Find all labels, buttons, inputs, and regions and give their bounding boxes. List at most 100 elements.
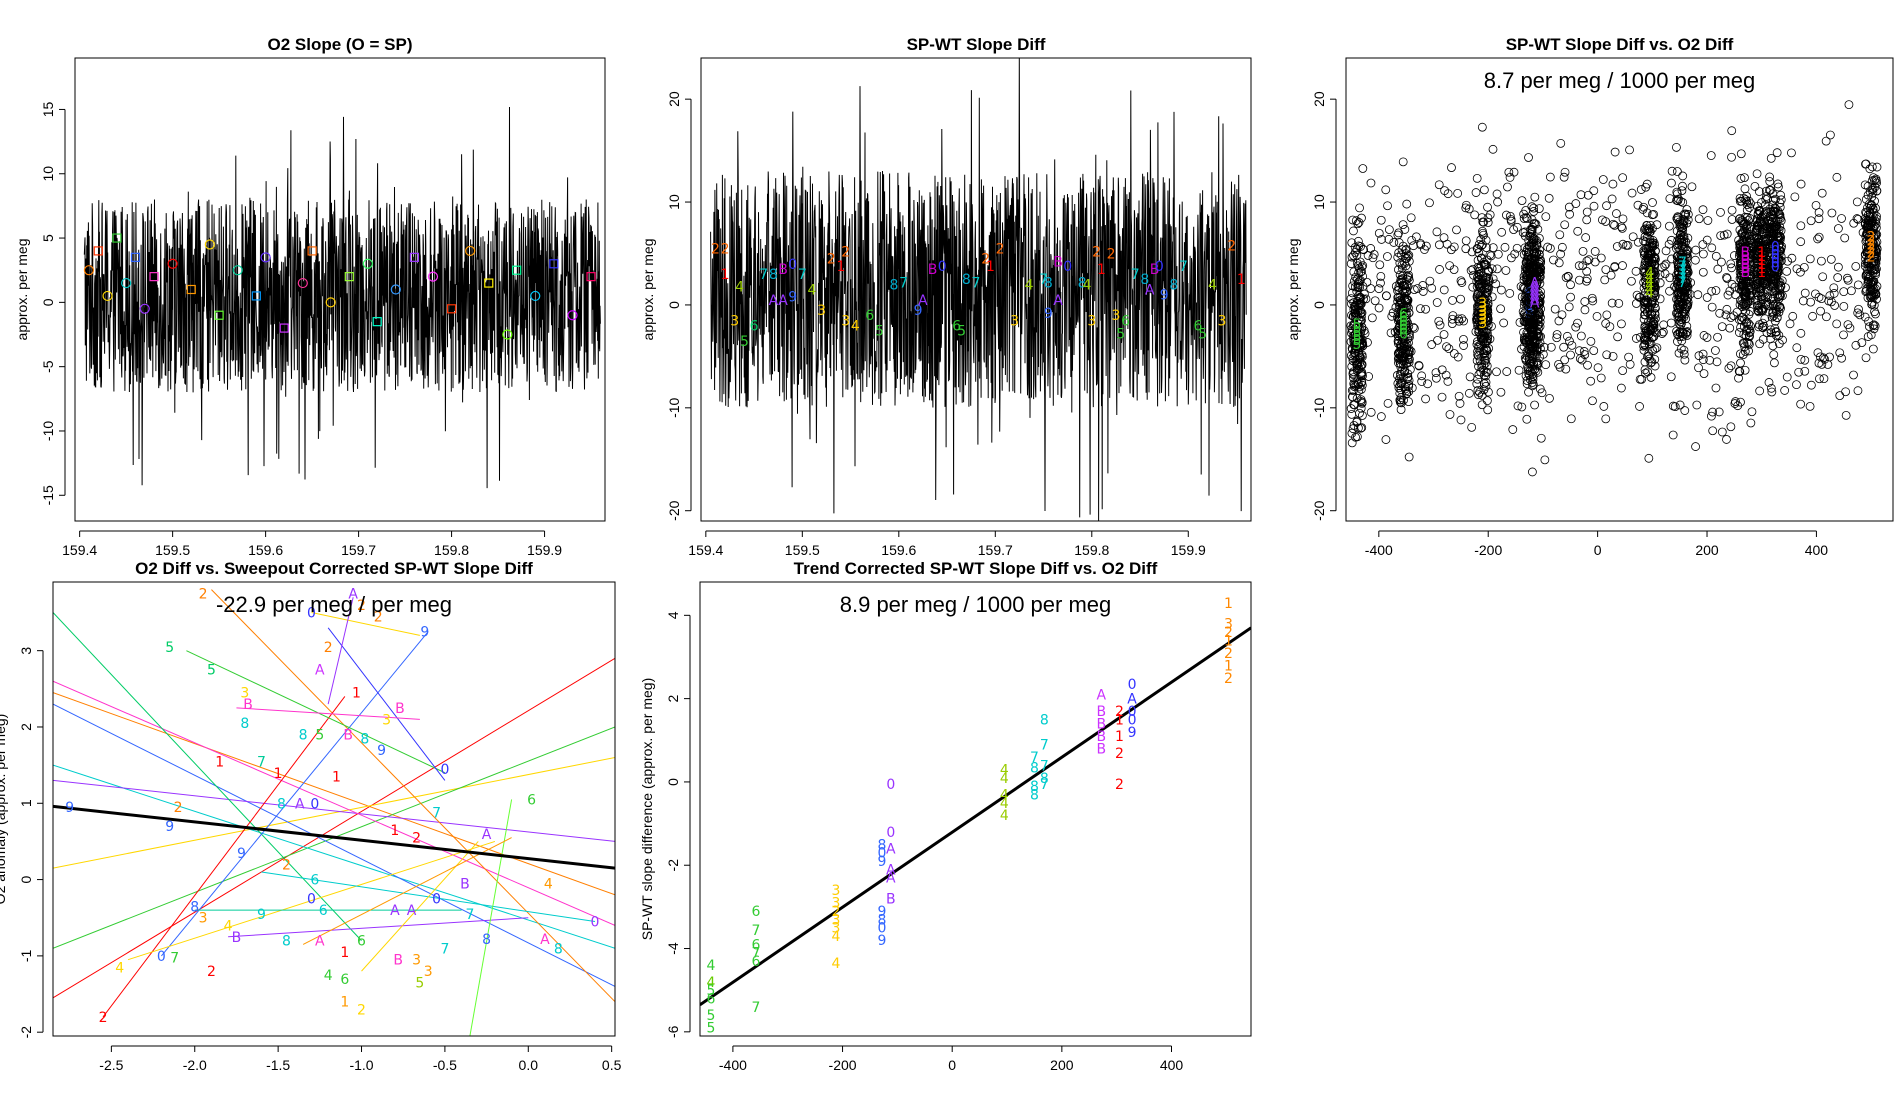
point-label: B — [460, 876, 470, 892]
scatter-point — [1561, 273, 1571, 282]
scatter-point — [1421, 241, 1431, 251]
cluster-point — [1871, 290, 1881, 299]
point-label: 5 — [207, 663, 216, 679]
y-tick-label: -10 — [1311, 397, 1327, 417]
scatter-point — [1833, 273, 1843, 282]
point-label: 0 — [1128, 704, 1137, 720]
cluster-point — [1528, 222, 1538, 232]
scatter-point — [1794, 367, 1804, 377]
cluster-point — [1674, 348, 1684, 358]
point-label: 5 — [1116, 327, 1125, 343]
scatter-point — [1675, 400, 1685, 410]
scatter-point — [1698, 267, 1708, 277]
cluster-point — [1347, 288, 1357, 298]
cluster-point — [1481, 368, 1491, 377]
cluster-point — [1679, 243, 1689, 252]
scatter-point — [1798, 296, 1808, 306]
scatter-point — [1667, 178, 1676, 188]
cluster-point — [1872, 178, 1881, 188]
scatter-point — [1582, 207, 1592, 217]
cluster-point — [1348, 215, 1358, 225]
cluster-point — [1769, 225, 1779, 235]
point-label: 9 — [878, 854, 887, 870]
scatter-point — [1814, 232, 1824, 242]
scatter-point — [1599, 402, 1609, 411]
cluster-point — [1644, 226, 1653, 236]
scatter-point — [1560, 220, 1570, 230]
cluster-label: B — [1741, 261, 1751, 277]
cluster-point — [1639, 291, 1649, 301]
scatter-point — [1631, 266, 1641, 276]
cluster-point — [1354, 218, 1364, 227]
cluster-label: 5 — [1352, 321, 1361, 337]
point-label: 9 — [165, 819, 174, 835]
cluster-point — [1529, 203, 1539, 213]
point-label: 8 — [878, 837, 887, 853]
cluster-point — [1396, 395, 1405, 405]
point-label: B — [1150, 262, 1160, 278]
scatter-point — [1554, 316, 1564, 326]
point-label: 3 — [832, 912, 841, 928]
scatter-point — [1708, 407, 1718, 417]
scatter-point — [1711, 251, 1721, 261]
cluster-point — [1683, 327, 1692, 336]
marker-circle — [167, 258, 178, 269]
cluster-point — [1863, 332, 1873, 341]
cluster-point — [1640, 258, 1650, 268]
point-label: 2 — [1224, 625, 1233, 641]
scatter-point — [1442, 342, 1451, 352]
point-label: 6 — [527, 792, 536, 808]
cluster-point — [1398, 220, 1408, 230]
y-tick-label: -15 — [40, 485, 56, 505]
point-label: 4 — [707, 958, 716, 974]
cluster-point — [1534, 204, 1544, 214]
point-label: 7 — [798, 267, 807, 283]
cluster-point — [1861, 287, 1871, 297]
cluster-point — [1676, 320, 1686, 330]
cluster-label: 7 — [1678, 275, 1687, 291]
cluster-point — [1744, 284, 1754, 294]
scatter-point — [1439, 330, 1449, 339]
point-label: 1 — [274, 766, 283, 782]
scatter-point — [1618, 239, 1628, 249]
scatter-point — [1817, 188, 1827, 198]
point-label: 3 — [1224, 617, 1233, 633]
point-label: 7 — [1030, 750, 1039, 766]
point-label: 8 — [890, 277, 899, 293]
scatter-point — [1600, 275, 1610, 285]
point-label: 8 — [299, 728, 308, 744]
scatter-point — [1792, 264, 1802, 274]
scatter-point — [1483, 218, 1493, 227]
cluster-point — [1399, 395, 1408, 405]
fit-line — [700, 626, 1251, 1006]
scatter-point — [1632, 290, 1642, 300]
cluster-point — [1673, 287, 1683, 297]
scatter-point — [1796, 237, 1806, 247]
trend-segment — [53, 757, 615, 869]
y-tick-label: -4 — [665, 942, 681, 955]
scatter-point — [1783, 256, 1793, 266]
scatter-point — [1355, 203, 1364, 213]
y-tick-label: -20 — [1311, 500, 1327, 520]
cluster-point — [1477, 241, 1486, 251]
cluster-point — [1867, 228, 1877, 237]
cluster-point — [1473, 337, 1482, 346]
scatter-point — [1543, 242, 1553, 252]
scatter-point — [1648, 198, 1657, 207]
scatter-point — [1472, 173, 1482, 183]
scatter-point — [1427, 340, 1437, 349]
cluster-point — [1869, 173, 1878, 183]
cluster-point — [1869, 276, 1879, 286]
scatter-point — [1505, 211, 1515, 221]
cluster-point — [1754, 306, 1763, 316]
cluster-point — [1768, 259, 1778, 269]
scatter-point — [1491, 279, 1501, 289]
cluster-point — [1536, 267, 1545, 277]
cluster-point — [1768, 307, 1778, 317]
cluster-point — [1519, 327, 1528, 337]
scatter-point — [1421, 394, 1430, 404]
y-tick-label: 10 — [666, 194, 682, 210]
point-label: 2 — [1092, 244, 1101, 260]
cluster-point — [1403, 251, 1413, 261]
point-label: 6 — [707, 992, 716, 1008]
